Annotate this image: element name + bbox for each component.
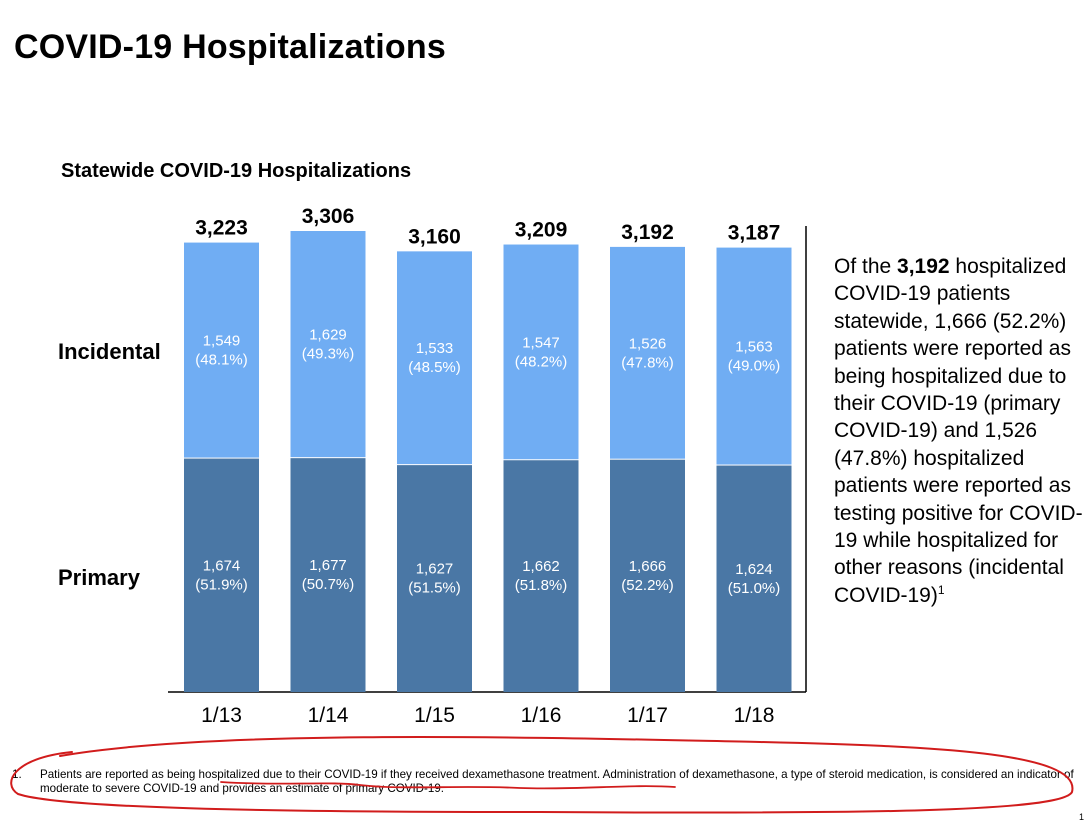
- x-tick-label-2: 1/14: [308, 704, 349, 727]
- summary-note-intro: Of the: [834, 255, 898, 278]
- percent-label-primary-4: (51.8%): [515, 577, 568, 594]
- x-tick-label-4: 1/16: [521, 704, 562, 727]
- value-label-incidental-4: 1,547: [522, 334, 560, 351]
- stacked-bar-chart: Statewide COVID-19 Hospitalizations Inci…: [58, 160, 807, 727]
- total-label-5: 3,192: [621, 221, 674, 244]
- bar-primary-5: [610, 459, 685, 692]
- value-label-primary-2: 1,677: [309, 557, 347, 574]
- value-label-incidental-2: 1,629: [309, 327, 347, 344]
- bar-primary-6: [716, 465, 792, 692]
- x-tick-label-3: 1/15: [414, 704, 455, 727]
- chart-title: Statewide COVID-19 Hospitalizations: [61, 160, 411, 182]
- percent-label-incidental-1: (48.1%): [195, 352, 248, 369]
- summary-note-body: hospitalized COVID-19 patients statewide…: [834, 255, 1083, 607]
- percent-label-primary-1: (51.9%): [195, 576, 248, 593]
- bar-primary-1: [184, 458, 259, 692]
- footnote-number: 1.: [12, 768, 22, 781]
- value-label-primary-6: 1,624: [735, 561, 773, 578]
- summary-note-footnote-ref: 1: [937, 582, 945, 597]
- summary-note-total: 3,192: [897, 255, 950, 278]
- footnote-text: Patients are reported as being hospitali…: [40, 768, 1074, 795]
- percent-label-incidental-3: (48.5%): [408, 359, 461, 376]
- bar-incidental-1: [184, 242, 259, 458]
- percent-label-primary-2: (50.7%): [302, 576, 355, 593]
- bar-primary-3: [397, 465, 472, 692]
- value-label-primary-1: 1,674: [203, 557, 241, 574]
- percent-label-primary-5: (52.2%): [621, 577, 674, 594]
- value-label-primary-3: 1,627: [416, 561, 454, 578]
- x-tick-label-6: 1/18: [734, 704, 775, 727]
- value-label-primary-5: 1,666: [629, 558, 667, 575]
- bar-primary-2: [290, 458, 366, 692]
- total-label-2: 3,306: [302, 205, 355, 228]
- value-label-incidental-3: 1,533: [416, 340, 454, 357]
- page-title: COVID-19 Hospitalizations: [14, 28, 446, 66]
- legend-label-incidental: Incidental: [58, 339, 161, 364]
- percent-label-incidental-6: (49.0%): [728, 358, 781, 375]
- total-label-4: 3,209: [515, 219, 568, 242]
- value-label-incidental-1: 1,549: [203, 333, 241, 350]
- bar-incidental-3: [397, 251, 472, 465]
- total-label-6: 3,187: [728, 222, 781, 245]
- bar-incidental-5: [610, 246, 685, 459]
- bar-incidental-2: [290, 231, 366, 458]
- percent-label-incidental-4: (48.2%): [515, 353, 568, 370]
- value-label-incidental-5: 1,526: [629, 335, 667, 352]
- page-number: 1: [1078, 812, 1084, 822]
- summary-note: Of the 3,192 hospitalized COVID-19 patie…: [834, 253, 1084, 609]
- x-tick-label-5: 1/17: [627, 704, 668, 727]
- bar-incidental-4: [503, 244, 579, 460]
- percent-label-incidental-5: (47.8%): [621, 354, 674, 371]
- percent-label-incidental-2: (49.3%): [302, 346, 355, 363]
- percent-label-primary-3: (51.5%): [408, 580, 461, 597]
- bar-primary-4: [503, 460, 579, 692]
- legend-label-primary: Primary: [58, 565, 141, 590]
- percent-label-primary-6: (51.0%): [728, 580, 781, 597]
- value-label-primary-4: 1,662: [522, 558, 560, 575]
- value-label-incidental-6: 1,563: [735, 339, 773, 356]
- total-label-3: 3,160: [408, 225, 461, 248]
- bar-incidental-6: [716, 247, 792, 465]
- x-tick-label-1: 1/13: [201, 704, 242, 727]
- total-label-1: 3,223: [195, 217, 248, 240]
